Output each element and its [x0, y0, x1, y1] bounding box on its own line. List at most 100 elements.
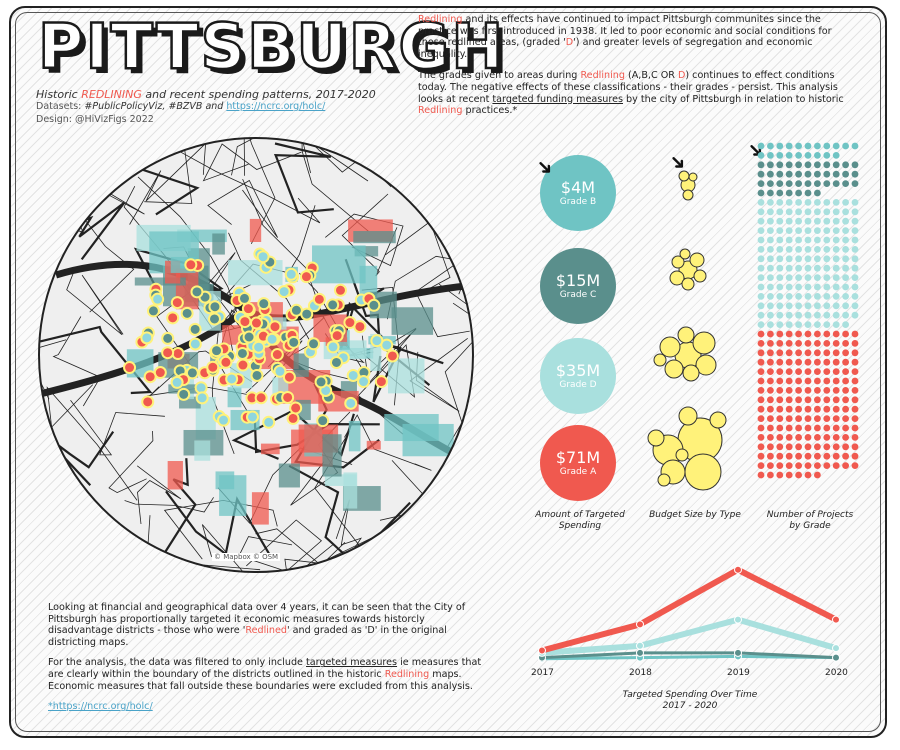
project-unit — [795, 283, 802, 291]
road-line — [136, 465, 182, 525]
project-unit — [757, 246, 765, 253]
redlining-map[interactable] — [36, 135, 476, 575]
project-dot — [326, 340, 340, 354]
project-unit — [757, 471, 765, 479]
project-unit — [795, 452, 802, 460]
project-unit — [785, 405, 793, 413]
project-unit — [814, 246, 821, 253]
project-dot — [188, 337, 202, 351]
budget-bubble — [695, 354, 717, 376]
project-dot — [344, 396, 358, 410]
spending-line-chart — [538, 565, 840, 663]
budget-bubble — [671, 255, 685, 269]
project-unit — [814, 330, 821, 338]
project-unit — [823, 264, 831, 272]
body-text: Looking at financial and geographical da… — [48, 602, 488, 722]
project-unit — [814, 236, 821, 244]
project-unit — [795, 199, 802, 206]
project-unit — [832, 199, 840, 206]
amount-value: $71M — [555, 447, 601, 467]
project-dot — [254, 391, 268, 405]
project-unit — [776, 152, 784, 159]
project-dot — [170, 296, 184, 310]
project-unit — [785, 227, 793, 234]
project-unit — [851, 349, 859, 357]
project-unit — [832, 415, 840, 422]
project-unit — [842, 264, 849, 272]
project-unit — [814, 340, 821, 347]
project-dot — [257, 297, 271, 311]
project-unit — [851, 180, 859, 187]
project-unit — [851, 255, 859, 263]
project-unit — [757, 396, 765, 404]
project-unit — [851, 434, 859, 441]
project-unit — [832, 264, 840, 272]
project-unit — [804, 396, 812, 404]
project-unit — [823, 199, 831, 206]
project-unit — [804, 293, 812, 300]
road-line — [70, 400, 165, 456]
road-line — [202, 143, 302, 182]
project-unit — [832, 236, 840, 244]
project-unit — [767, 424, 774, 432]
district-area — [384, 414, 439, 442]
project-dot — [249, 316, 263, 330]
project-unit — [785, 283, 793, 291]
project-unit — [832, 340, 840, 347]
project-dot — [245, 410, 259, 424]
project-unit — [832, 434, 840, 441]
district-area — [167, 461, 183, 490]
project-unit — [823, 443, 831, 451]
project-unit — [767, 340, 774, 347]
project-dot — [219, 355, 233, 369]
amount-grade: Grade D — [559, 379, 597, 390]
project-unit — [814, 443, 821, 451]
design-credit: Design: @HiVizFigs 2022 — [36, 114, 154, 125]
project-unit — [804, 246, 812, 253]
project-unit — [804, 368, 812, 375]
project-unit — [757, 424, 765, 432]
project-unit — [804, 170, 812, 178]
project-unit — [842, 217, 849, 225]
project-unit — [851, 396, 859, 404]
district-area — [219, 475, 247, 516]
project-unit — [785, 208, 793, 216]
project-unit — [851, 443, 859, 451]
project-unit — [832, 246, 840, 253]
project-unit — [795, 415, 802, 422]
project-unit — [757, 321, 765, 328]
project-unit — [767, 405, 774, 413]
project-unit — [832, 208, 840, 216]
project-dot — [184, 258, 198, 272]
district-area — [322, 434, 342, 477]
district-area — [348, 420, 361, 452]
project-unit — [823, 387, 831, 394]
project-unit — [832, 302, 840, 310]
road-line — [108, 430, 154, 494]
project-unit — [832, 283, 840, 291]
district-area — [343, 472, 358, 509]
road-line — [60, 155, 84, 233]
holc-link[interactable]: https://ncrc.org/holc/ — [226, 101, 326, 112]
project-unit — [776, 208, 784, 216]
project-unit — [785, 377, 793, 385]
project-unit — [785, 170, 793, 178]
footnote-link[interactable]: *https://ncrc.org/holc/ — [48, 701, 153, 713]
amount-circle: $15M Grade C — [540, 248, 616, 324]
project-dot — [343, 316, 357, 330]
project-unit — [842, 311, 849, 319]
project-unit — [767, 358, 774, 366]
project-unit — [804, 415, 812, 422]
project-unit — [757, 208, 765, 216]
project-unit — [757, 358, 765, 366]
budget-bubbles — [647, 170, 727, 491]
project-unit — [776, 189, 784, 197]
project-unit — [757, 199, 765, 206]
amount-grade: Grade C — [559, 289, 597, 300]
project-unit — [842, 452, 849, 460]
project-unit — [842, 180, 849, 187]
project-dot — [151, 292, 165, 306]
project-unit — [823, 377, 831, 385]
road-line — [438, 283, 473, 451]
project-unit — [814, 405, 821, 413]
